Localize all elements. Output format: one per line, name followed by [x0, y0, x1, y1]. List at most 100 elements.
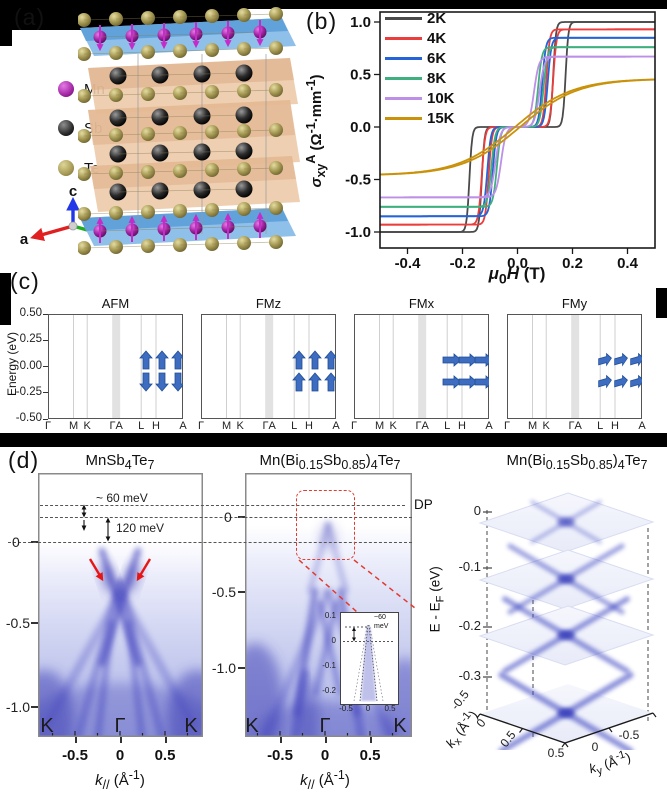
- tick-mark: [280, 737, 282, 743]
- kx-tick-mark: [476, 713, 481, 719]
- arpes-band: [94, 619, 115, 737]
- band-panel-title-FMz: FMz: [255, 296, 282, 311]
- k-point-label: A: [179, 420, 187, 432]
- ky-tick-mark: [608, 727, 613, 733]
- te-atom: [269, 7, 283, 21]
- k-point-label: M: [528, 420, 538, 432]
- spin-arrow-afm: [155, 372, 169, 392]
- gamma-a-band: [265, 315, 274, 418]
- te-atom: [269, 123, 283, 137]
- tick-mark: [43, 392, 48, 394]
- panel-b-hall-loops: 1.0 0.5 0.0 -0.5 -1.0 -0.4 -0.2 0.0 0.2 0.4 (b) σ…: [300, 0, 667, 300]
- tick-mark: [31, 706, 38, 708]
- star-center: [557, 708, 575, 718]
- spin-arrow-diag: [598, 374, 612, 389]
- x-tick-label: 0.0: [507, 255, 528, 272]
- band-panel-title-FMy: FMy: [561, 296, 588, 311]
- te-atom: [269, 161, 283, 175]
- mid-xtick: 0: [320, 747, 330, 764]
- hysteresis-chart: 1.0 0.5 0.0 -0.5 -1.0 -0.4 -0.2 0.0 0.2 0.4: [345, 11, 656, 272]
- sb-atom-icon: [58, 120, 74, 136]
- annotation-120mev: 120 meV: [116, 521, 165, 535]
- sb-atom: [235, 106, 253, 124]
- scan-artifact: [656, 288, 667, 318]
- panel-d-arpes: (d) MnSb4Te7 Mn(Bi0.15Sb0.85)4Te7 Mn(Bi0…: [0, 447, 667, 794]
- constant-energy-stack: [475, 492, 657, 750]
- connector-line: [353, 559, 416, 609]
- panel-c-band-structures: (c) Energy (eV) 0.50 0.25 0.00 -0.25 -0.50 A…: [0, 268, 667, 448]
- k-point-label: ΓA: [109, 420, 123, 432]
- k-path-labels: Γ M K ΓA L H A: [504, 420, 646, 434]
- left-x-axis-label: k// (Å-1): [95, 768, 145, 792]
- stack-etick-m01: -0.1: [458, 559, 481, 574]
- tick-mark: [238, 516, 245, 518]
- k-point-label: M: [69, 420, 79, 432]
- spin-arrow-up: [308, 350, 322, 370]
- a-axis-label: a: [20, 231, 29, 248]
- k-point-label: A: [332, 420, 340, 432]
- legend-label: 2K: [427, 9, 447, 27]
- inset-annotation-60: ~60: [374, 614, 386, 621]
- ky-tick-mark: [652, 712, 657, 718]
- mid-x-axis-label: k// (Å-1): [300, 768, 350, 792]
- inset-cone-outline: [368, 624, 378, 702]
- spin-arrow-afm: [155, 350, 169, 370]
- mid-ytick-m10: -1.0: [211, 660, 236, 676]
- k-point-label: Γ: [197, 420, 205, 432]
- corner-K-left2: K: [184, 715, 198, 737]
- band-panel-title-AFM: AFM: [101, 296, 130, 311]
- left-xtick: 0: [115, 747, 125, 764]
- star-center: [557, 517, 575, 527]
- panel-b-label: (b): [306, 8, 338, 34]
- band-y-tick-label: 0.00: [19, 359, 42, 372]
- sb-atom: [235, 64, 253, 82]
- legend-label: 6K: [427, 49, 447, 67]
- band-y-tick-label: 0.25: [19, 333, 42, 346]
- dirac-cone-inset: ~60 meV: [340, 612, 399, 705]
- arpes-band: [317, 600, 343, 696]
- band-panel-title-FMx: FMx: [408, 296, 435, 311]
- x-tick-label: -0.4: [395, 255, 422, 272]
- k-point-label: ΓA: [415, 420, 429, 432]
- red-arrow-left: [88, 558, 104, 582]
- legend-item-4K: 4K: [385, 28, 446, 48]
- legend-swatch: [385, 76, 422, 80]
- spin-arrow-afm: [139, 372, 153, 392]
- spin-arrow-diag: [614, 374, 628, 389]
- band-panel-FMy: [507, 314, 644, 419]
- hysteresis-curve-15K: [380, 78, 655, 176]
- legend-swatch: [385, 16, 422, 20]
- inset-ytick: -0.1: [322, 661, 336, 670]
- legend-swatch: [385, 96, 422, 100]
- arpes-blob: [124, 562, 140, 594]
- tick-mark: [31, 541, 38, 543]
- inset-xtick: 0: [365, 704, 371, 713]
- inset-annotation-mev: meV: [374, 623, 389, 630]
- mn-atom-icon: [58, 81, 74, 97]
- gamma-a-band: [571, 315, 580, 418]
- ky-tick: 0.5: [547, 746, 565, 760]
- y-tick-label: -1.0: [345, 224, 371, 241]
- panel-d-label: (d): [8, 447, 40, 473]
- legend-label: 10K: [427, 89, 455, 107]
- corner-K-left: K: [40, 715, 54, 737]
- connector-line: [298, 559, 358, 613]
- y-tick-label: 1.0: [350, 14, 371, 31]
- ky-tick: 0: [591, 740, 599, 754]
- a-axis-arrow: [30, 224, 74, 241]
- stack-etick-m02: -0.2: [458, 618, 481, 633]
- arpes-band: [313, 600, 339, 696]
- zoom-connector-lines: [298, 559, 416, 613]
- red-arrow-right: [136, 558, 152, 582]
- inset-xtick: 0.5: [384, 704, 396, 713]
- scan-artifact: [0, 273, 11, 325]
- legend-item-6K: 6K: [385, 48, 446, 68]
- panel-a-label: (a): [14, 4, 46, 30]
- inset-ytick: 0.1: [324, 611, 336, 620]
- x-tick-label: 0.2: [562, 255, 583, 272]
- arpes-map-mnsb4te7: [38, 473, 203, 737]
- arpes-band: [291, 669, 309, 737]
- spin-arrow-right: [458, 375, 478, 389]
- scan-artifact: [246, 0, 667, 9]
